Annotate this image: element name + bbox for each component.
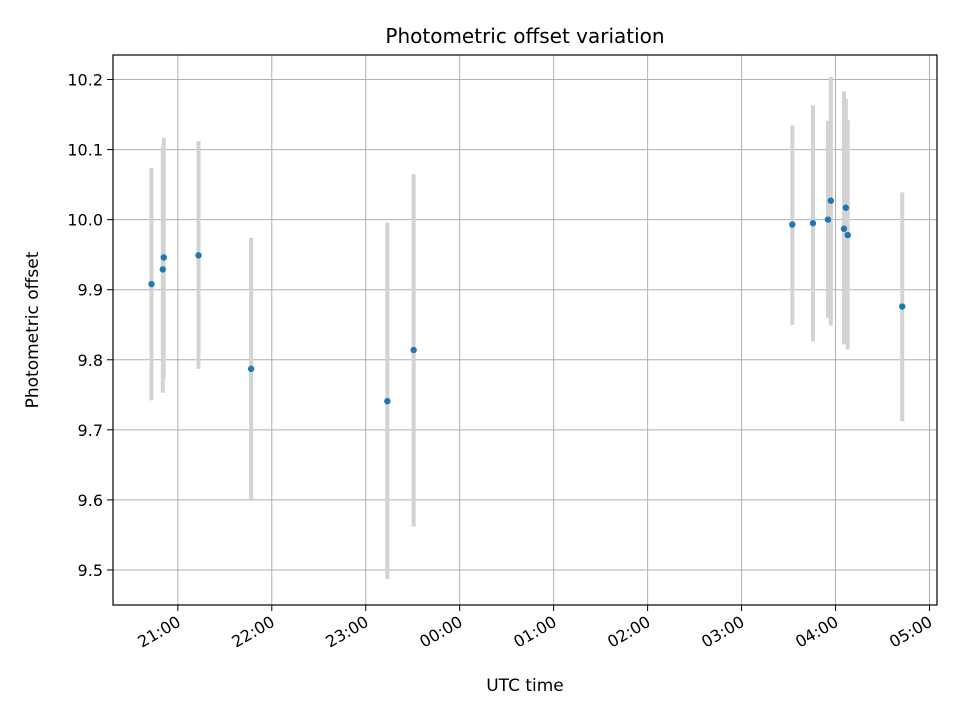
data-point	[827, 197, 835, 204]
data-point	[159, 266, 166, 273]
data-point	[899, 303, 906, 310]
x-tick-label: 22:00	[228, 612, 277, 652]
x-axis-label: UTC time	[486, 676, 564, 696]
x-tick-label: 05:00	[886, 612, 935, 652]
data-point	[809, 219, 817, 227]
data-point	[842, 204, 850, 211]
data-point	[789, 221, 796, 228]
y-tick-label: 9.5	[78, 561, 103, 580]
x-tick-label: 00:00	[416, 612, 465, 652]
x-tick-label: 02:00	[604, 612, 653, 652]
y-tick-label: 10.2	[67, 71, 103, 90]
x-tick-label: 01:00	[510, 612, 559, 652]
y-axis-ticks: 9.5 9.6 9.7 9.8 9.9 10.0 10.1 10.2	[67, 71, 113, 580]
chart-title: Photometric offset variation	[385, 24, 664, 48]
plot-frame	[112, 54, 938, 606]
data-point	[247, 365, 255, 373]
y-tick-label: 9.8	[78, 351, 103, 370]
data-point	[195, 252, 202, 259]
y-tick-label: 9.6	[78, 491, 103, 510]
y-tick-label: 9.7	[78, 421, 103, 440]
data-point	[148, 280, 155, 288]
y-tick-label: 10.1	[67, 141, 103, 160]
x-axis-ticks: 21:00 22:00 23:00 00:00 01:00 02:00 03:00 04:00…	[134, 605, 935, 652]
x-tick-label: 21:00	[134, 612, 183, 652]
data-point	[410, 346, 417, 354]
y-axis-label: Photometric offset	[23, 251, 43, 408]
data-point	[844, 231, 851, 239]
error-bars	[149, 76, 905, 580]
data-points	[148, 197, 906, 405]
x-tick-label: 23:00	[322, 612, 371, 652]
y-tick-label: 9.9	[78, 281, 103, 300]
data-point	[384, 397, 391, 405]
data-point	[160, 254, 167, 261]
x-tick-label: 04:00	[792, 612, 841, 652]
data-point	[840, 225, 848, 232]
y-tick-label: 10.0	[67, 211, 103, 230]
x-tick-label: 03:00	[698, 612, 747, 652]
data-point	[824, 216, 832, 223]
